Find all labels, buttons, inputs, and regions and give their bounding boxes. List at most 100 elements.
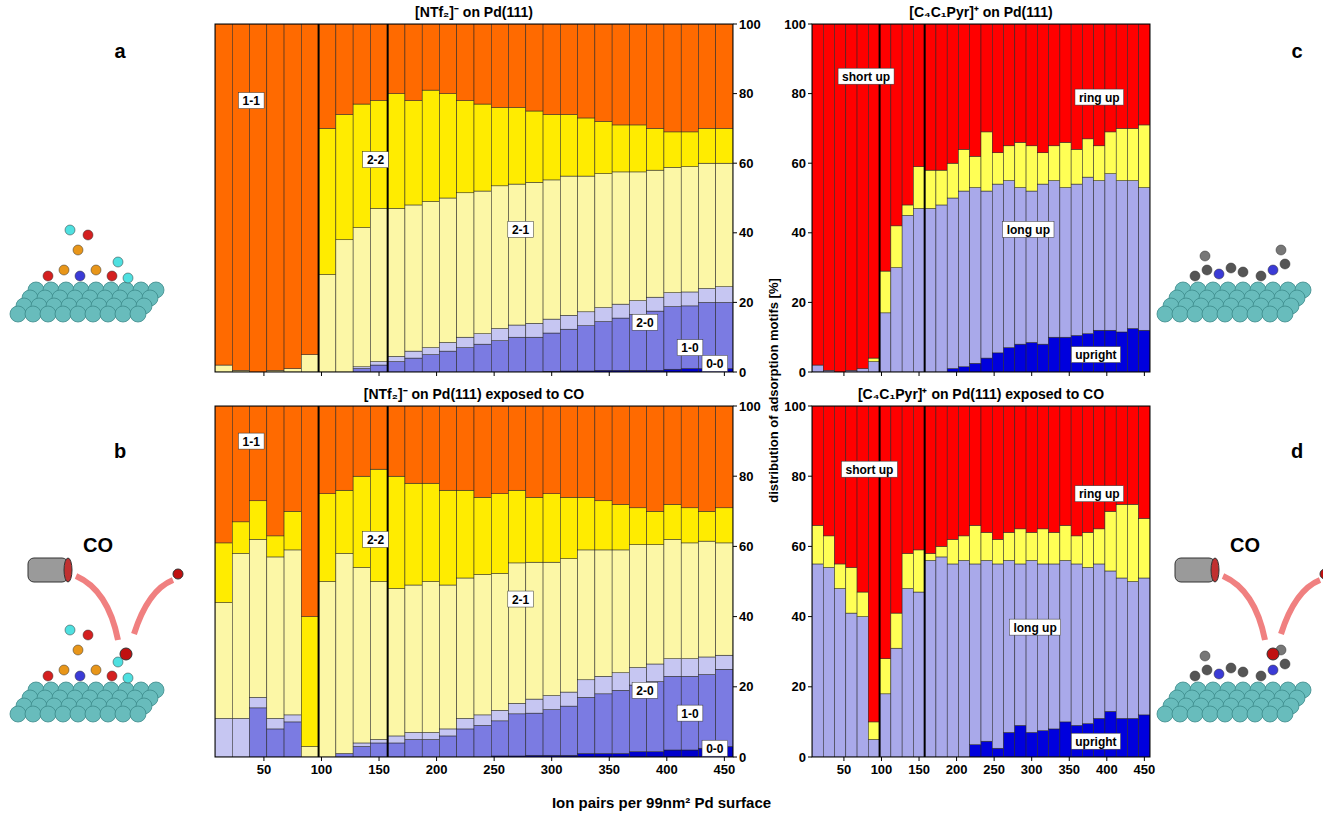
y-tick-label: 0 <box>799 750 806 765</box>
bar-segment <box>647 752 664 757</box>
co-molecule <box>1267 648 1279 660</box>
bar-segment <box>250 708 267 757</box>
bar-segment <box>353 743 370 747</box>
bar-segment <box>664 406 681 504</box>
atom <box>1187 706 1203 722</box>
atom <box>25 306 41 322</box>
bar-segment <box>509 406 526 490</box>
y-tick-label: 60 <box>739 156 753 171</box>
bar-segment <box>509 325 526 337</box>
bar-segment <box>958 24 969 149</box>
bar-segment <box>457 406 474 490</box>
atom <box>1157 706 1173 722</box>
bar-segment <box>422 406 439 483</box>
y-tick <box>733 93 737 94</box>
bar-segment <box>439 94 456 198</box>
bar-segment <box>595 550 612 676</box>
atom <box>130 706 146 722</box>
molecule-atom <box>1238 267 1248 277</box>
bar-segment <box>1037 731 1048 757</box>
bar-segment <box>857 406 868 592</box>
bar-segment <box>1127 582 1138 719</box>
y-tick <box>733 686 737 687</box>
bar-segment <box>1049 532 1060 564</box>
bar-segment <box>491 721 508 756</box>
series-label-box <box>677 705 703 721</box>
panel: 02040608010050100150200250300350400450[C… <box>784 386 1155 777</box>
bar-segment <box>681 132 698 167</box>
bar-segment <box>353 369 370 372</box>
bar-segment <box>936 24 947 170</box>
bar-segment <box>902 24 913 205</box>
x-tick-label: 350 <box>1058 762 1080 777</box>
bar-segment <box>491 108 508 186</box>
bar-segment <box>491 186 508 329</box>
bar-segment <box>457 193 474 337</box>
bar-segment <box>1082 532 1093 567</box>
y-tick-label: 0 <box>739 750 746 765</box>
bar-segment <box>1015 24 1026 142</box>
molecule-atom <box>1200 251 1210 261</box>
bar-segment <box>405 24 422 101</box>
molecule-atom <box>107 671 117 681</box>
panel: 02040608010050100150200250300350400450[N… <box>215 386 761 777</box>
molecule-atom <box>73 245 83 255</box>
bar-segment <box>1094 529 1105 564</box>
y-tick <box>808 163 812 164</box>
bar-segment <box>578 176 595 312</box>
x-tick <box>1106 757 1107 761</box>
bar-segment <box>925 208 936 372</box>
bar-segment <box>1116 128 1127 180</box>
bar-segment <box>981 741 992 757</box>
x-tick <box>956 372 957 376</box>
bar-segment <box>970 363 981 372</box>
y-tick <box>808 757 812 758</box>
bar-segment <box>1037 406 1048 529</box>
bar-segment <box>474 334 491 344</box>
bar-segment <box>936 546 947 557</box>
bar-segment <box>457 101 474 193</box>
x-tick-label: 200 <box>426 762 448 777</box>
series-label: upright <box>1075 735 1116 749</box>
bar-segment <box>698 541 715 657</box>
bar-segment <box>1139 518 1150 578</box>
bar-segment <box>353 367 370 369</box>
bar-segment <box>457 337 474 347</box>
series-label-box <box>1075 89 1124 105</box>
bar-segment <box>947 406 958 539</box>
bar-segment <box>936 557 947 757</box>
bar-segment <box>491 710 508 721</box>
x-tick <box>609 757 610 761</box>
bar-segment <box>439 406 456 490</box>
bar-segment <box>491 341 508 372</box>
series-label: long up <box>1007 223 1050 237</box>
bar-segment <box>1060 142 1071 187</box>
illustration <box>1157 558 1323 722</box>
bar-segment <box>370 743 387 757</box>
bar-segment <box>1094 181 1105 331</box>
doser-nozzle <box>1211 558 1219 582</box>
bar-segment <box>880 694 891 757</box>
bar-segment <box>981 24 992 132</box>
plot-frame <box>215 24 733 372</box>
molecule-atom <box>1268 265 1278 275</box>
bar-segment <box>846 613 857 757</box>
bar-segment <box>405 101 422 205</box>
bar-segment <box>981 358 992 372</box>
bar-segment <box>823 567 834 757</box>
bar-segment <box>970 156 981 187</box>
bar-segment <box>823 536 834 568</box>
bar-segment <box>1094 146 1105 181</box>
y-tick-label: 0 <box>799 365 806 380</box>
molecule-atom <box>43 271 53 281</box>
bar-segment <box>612 753 629 757</box>
bar-segment <box>491 24 508 108</box>
molecule-atom <box>1256 271 1266 281</box>
bar-segment <box>716 128 733 163</box>
bar-segment <box>992 748 1003 757</box>
bar-segment <box>370 582 387 740</box>
bar-segment <box>509 714 526 756</box>
bar-segment <box>457 578 474 718</box>
bar-segment <box>422 355 439 372</box>
atom <box>100 706 116 722</box>
